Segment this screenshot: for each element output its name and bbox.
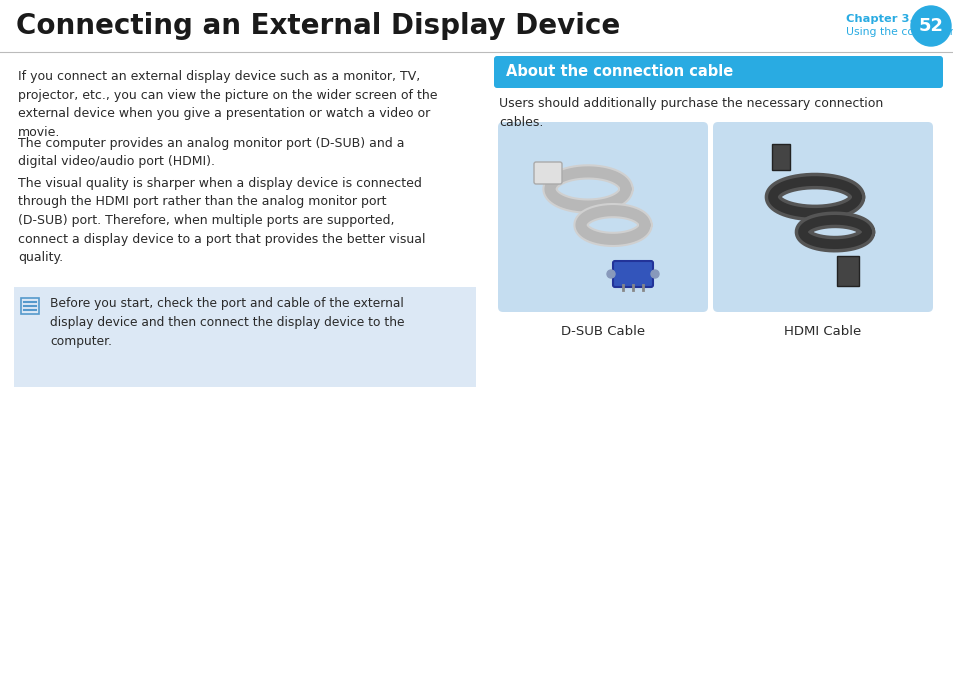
- Text: Connecting an External Display Device: Connecting an External Display Device: [16, 12, 619, 40]
- FancyBboxPatch shape: [613, 261, 652, 287]
- Circle shape: [606, 270, 615, 278]
- Text: Users should additionally purchase the necessary connection
cables.: Users should additionally purchase the n…: [498, 97, 882, 129]
- Text: Chapter 3.: Chapter 3.: [845, 14, 913, 24]
- Text: Using the computer: Using the computer: [845, 27, 953, 37]
- Circle shape: [910, 6, 950, 46]
- FancyBboxPatch shape: [494, 56, 942, 88]
- Text: D-SUB Cable: D-SUB Cable: [560, 325, 644, 338]
- FancyBboxPatch shape: [14, 287, 476, 387]
- Text: About the connection cable: About the connection cable: [505, 64, 733, 79]
- FancyBboxPatch shape: [497, 122, 707, 312]
- Circle shape: [650, 270, 659, 278]
- Text: HDMI Cable: HDMI Cable: [783, 325, 861, 338]
- Text: The visual quality is sharper when a display device is connected
through the HDM: The visual quality is sharper when a dis…: [18, 177, 425, 264]
- FancyBboxPatch shape: [771, 144, 789, 170]
- Text: Before you start, check the port and cable of the external
display device and th: Before you start, check the port and cab…: [50, 297, 404, 348]
- Text: If you connect an external display device such as a monitor, TV,
projector, etc.: If you connect an external display devic…: [18, 70, 437, 139]
- FancyBboxPatch shape: [534, 162, 561, 184]
- Text: 52: 52: [918, 17, 943, 35]
- FancyBboxPatch shape: [712, 122, 932, 312]
- Text: The computer provides an analog monitor port (D-SUB) and a
digital video/audio p: The computer provides an analog monitor …: [18, 137, 404, 169]
- FancyBboxPatch shape: [836, 256, 858, 286]
